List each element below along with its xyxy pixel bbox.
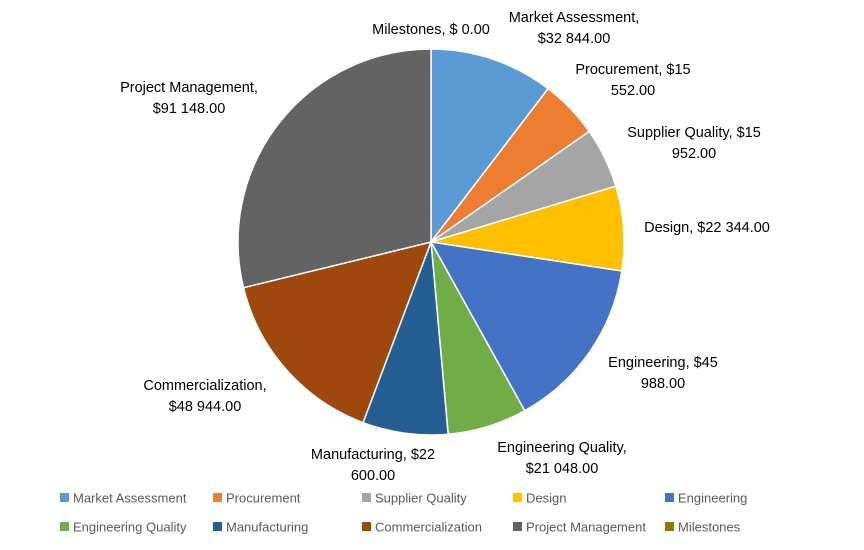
- legend-item-design: Design: [513, 491, 566, 506]
- slice-project-management: [237, 48, 432, 289]
- legend-label-project-management: Project Management: [526, 520, 646, 535]
- legend-swatch-procurement: [213, 493, 222, 502]
- legend-swatch-milestones: [665, 522, 674, 531]
- legend-swatch-market-assessment: [60, 493, 69, 502]
- data-label-project-management: Project Management, $91 148.00: [120, 80, 258, 117]
- legend-swatch-design: [513, 493, 522, 502]
- legend-swatch-manufacturing: [213, 522, 222, 531]
- legend-item-engineering: Engineering: [665, 491, 747, 506]
- legend-label-manufacturing: Manufacturing: [226, 520, 308, 535]
- legend-item-supplier-quality: Supplier Quality: [362, 491, 467, 506]
- legend-item-manufacturing: Manufacturing: [213, 520, 308, 535]
- legend: Market Assessment Procurement Supplier Qua…: [60, 491, 747, 535]
- legend-label-commercialization: Commercialization: [375, 520, 482, 535]
- data-label-commercialization: Commercialization, $48 944.00: [143, 378, 266, 415]
- legend-swatch-supplier-quality: [362, 493, 371, 502]
- legend-label-engineering: Engineering: [678, 491, 747, 506]
- data-label-milestones: Milestones, $ 0.00: [372, 22, 490, 38]
- slice-engineering: [429, 241, 623, 412]
- legend-swatch-project-management: [513, 522, 522, 531]
- pie-slices: [237, 48, 625, 436]
- data-label-manufacturing: Manufacturing, $22 600.00: [311, 447, 435, 484]
- legend-label-milestones: Milestones: [678, 520, 741, 535]
- legend-item-milestones: Milestones: [665, 520, 741, 535]
- data-label-engineering: Engineering, $45 988.00: [608, 355, 718, 392]
- legend-item-project-management: Project Management: [513, 520, 646, 535]
- legend-item-engineering-quality: Engineering Quality: [60, 520, 187, 535]
- data-label-procurement: Procurement, $15 552.00: [575, 62, 690, 99]
- legend-item-commercialization: Commercialization: [362, 520, 482, 535]
- data-label-engineering-quality: Engineering Quality, $21 048.00: [497, 440, 627, 477]
- data-label-supplier-quality: Supplier Quality, $15 952.00: [627, 125, 761, 162]
- data-labels: Market Assessment, $32 844.00 Procurement,…: [120, 10, 770, 484]
- legend-swatch-engineering: [665, 493, 674, 502]
- data-label-design: Design, $22 344.00: [644, 220, 770, 236]
- legend-label-procurement: Procurement: [226, 491, 301, 506]
- legend-label-design: Design: [526, 491, 566, 506]
- legend-item-procurement: Procurement: [213, 491, 301, 506]
- legend-label-supplier-quality: Supplier Quality: [375, 491, 467, 506]
- slice-commercialization: [242, 240, 433, 424]
- legend-label-engineering-quality: Engineering Quality: [73, 520, 187, 535]
- legend-label-market-assessment: Market Assessment: [73, 491, 187, 506]
- legend-swatch-engineering-quality: [60, 522, 69, 531]
- legend-swatch-commercialization: [362, 522, 371, 531]
- slice-market-assessment: [430, 48, 550, 245]
- data-label-market-assessment: Market Assessment, $32 844.00: [509, 10, 640, 47]
- legend-item-market-assessment: Market Assessment: [60, 491, 187, 506]
